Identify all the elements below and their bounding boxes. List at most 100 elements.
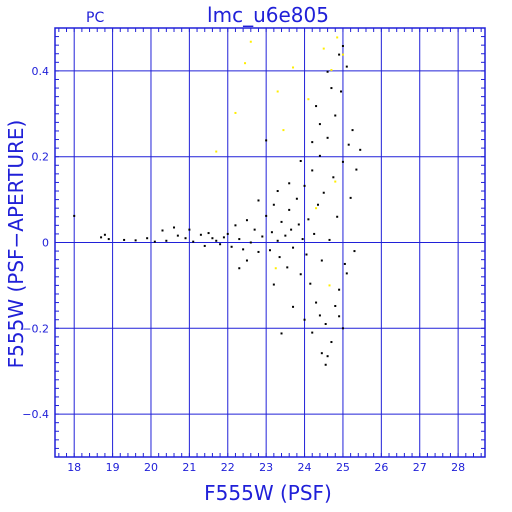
data-point	[355, 168, 358, 171]
data-point	[280, 332, 283, 335]
data-point	[203, 244, 206, 247]
data-point	[261, 235, 264, 238]
flagged-data-point	[215, 150, 218, 153]
data-point	[320, 352, 323, 355]
flagged-data-point	[315, 207, 318, 210]
series-flagged	[215, 36, 344, 287]
data-point	[318, 123, 321, 126]
data-point	[336, 215, 339, 218]
data-point	[230, 245, 233, 248]
data-point	[265, 214, 268, 217]
data-point	[199, 233, 202, 236]
data-point	[338, 288, 341, 291]
data-point	[359, 148, 362, 151]
data-point	[349, 196, 352, 199]
x-tick-labels: 18 19 20 21 22 23 24 25 26 27 28	[67, 461, 465, 474]
data-point	[288, 182, 291, 185]
data-point	[341, 160, 344, 163]
data-point	[326, 355, 329, 358]
flagged-data-point	[276, 90, 279, 93]
y-tick-label: −0.4	[22, 408, 49, 421]
data-point	[211, 237, 214, 240]
data-point	[219, 243, 222, 246]
data-point	[272, 283, 275, 286]
data-point	[315, 105, 318, 108]
data-point	[318, 314, 321, 317]
data-point	[311, 331, 314, 334]
data-point	[334, 304, 337, 307]
y-tick-labels: −0.4 −0.2 0 0.2 0.4	[22, 65, 49, 421]
data-point	[245, 259, 248, 262]
x-tick-label: 26	[374, 461, 388, 474]
data-point	[234, 224, 237, 227]
data-point	[107, 238, 110, 241]
data-point	[292, 305, 295, 308]
data-point	[253, 228, 256, 231]
x-tick-label: 22	[221, 461, 235, 474]
data-point	[345, 65, 348, 68]
plot-frame	[54, 27, 486, 458]
flagged-data-point	[330, 69, 333, 72]
data-point	[188, 228, 191, 231]
data-point	[238, 267, 241, 270]
data-point	[276, 190, 279, 193]
x-tick-label: 27	[413, 461, 427, 474]
data-point	[324, 323, 327, 326]
flagged-data-point	[322, 47, 325, 50]
data-point	[316, 203, 319, 206]
x-tick-label: 23	[259, 461, 273, 474]
data-point	[176, 234, 179, 237]
data-point	[332, 176, 335, 179]
data-point	[153, 240, 156, 243]
data-point	[280, 220, 283, 223]
x-tick-label: 21	[182, 461, 196, 474]
data-point	[276, 239, 279, 242]
data-point	[311, 141, 314, 144]
data-point	[315, 301, 318, 304]
y-tick-label: 0.4	[32, 65, 50, 78]
flagged-data-point	[282, 129, 285, 132]
data-point	[322, 191, 325, 194]
data-point	[307, 218, 310, 221]
data-point	[313, 232, 316, 235]
y-tick-label: 0	[42, 237, 49, 250]
data-point	[288, 208, 291, 211]
data-point	[351, 129, 354, 132]
chart-title: lmc_u6e805	[207, 3, 329, 27]
data-point	[309, 282, 312, 285]
data-point	[265, 139, 268, 142]
data-point	[347, 143, 350, 146]
data-point	[207, 232, 210, 235]
data-point	[326, 70, 329, 73]
data-point	[340, 90, 343, 93]
flagged-data-point	[244, 62, 247, 65]
plot-tag: PC	[86, 10, 104, 26]
data-point	[245, 219, 248, 222]
data-point	[345, 272, 348, 275]
flagged-data-point	[274, 267, 277, 270]
data-point	[173, 226, 176, 229]
data-point	[353, 250, 356, 253]
x-tick-label: 28	[451, 461, 465, 474]
data-point	[103, 233, 106, 236]
data-point	[278, 256, 281, 259]
y-tick-label: −0.2	[22, 322, 49, 335]
data-point	[257, 250, 260, 253]
data-point	[249, 241, 252, 244]
data-point	[324, 363, 327, 366]
data-point	[238, 238, 241, 241]
x-tick-label: 18	[67, 461, 81, 474]
data-point	[311, 169, 314, 172]
data-point	[184, 237, 187, 240]
flagged-data-point	[341, 53, 344, 56]
data-point	[270, 231, 273, 234]
data-point	[242, 248, 245, 251]
data-point	[215, 239, 218, 242]
data-point	[290, 228, 293, 231]
data-point	[100, 236, 103, 239]
data-point	[299, 273, 302, 276]
data-point	[301, 238, 304, 241]
y-axis-label: F555W (PSF−APERTURE)	[4, 120, 28, 369]
data-point	[295, 197, 298, 200]
